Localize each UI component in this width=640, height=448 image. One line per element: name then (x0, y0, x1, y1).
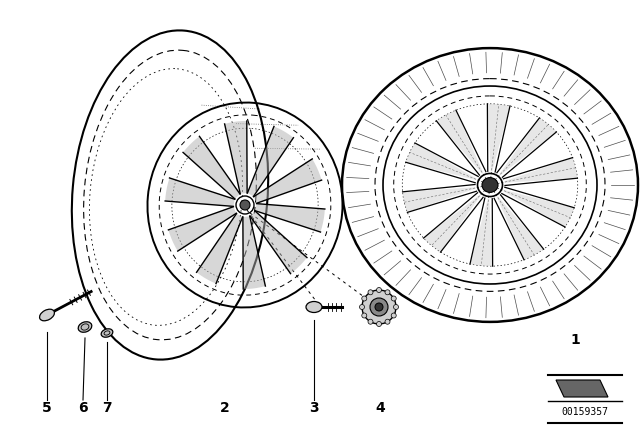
Text: 6: 6 (78, 401, 88, 415)
Polygon shape (165, 178, 235, 207)
Ellipse shape (360, 305, 365, 310)
Polygon shape (403, 187, 476, 212)
Ellipse shape (362, 290, 396, 324)
Polygon shape (248, 126, 294, 197)
Ellipse shape (78, 322, 92, 332)
Ellipse shape (482, 177, 498, 192)
Polygon shape (497, 197, 543, 260)
Ellipse shape (375, 303, 383, 311)
Polygon shape (488, 104, 510, 171)
Text: 3: 3 (309, 401, 319, 415)
Ellipse shape (40, 309, 54, 321)
Polygon shape (436, 110, 483, 173)
Ellipse shape (101, 329, 113, 337)
Polygon shape (225, 121, 247, 194)
Polygon shape (406, 143, 477, 180)
Text: 4: 4 (375, 401, 385, 415)
Ellipse shape (306, 302, 322, 313)
Polygon shape (504, 190, 574, 227)
Text: 2: 2 (220, 401, 230, 415)
Ellipse shape (240, 200, 250, 210)
Polygon shape (556, 380, 608, 397)
Text: 5: 5 (42, 401, 52, 415)
Polygon shape (499, 118, 556, 175)
Polygon shape (196, 214, 243, 284)
Polygon shape (243, 216, 266, 289)
Polygon shape (470, 199, 493, 266)
Polygon shape (504, 158, 577, 183)
Ellipse shape (394, 305, 399, 310)
Ellipse shape (362, 296, 367, 301)
Ellipse shape (385, 290, 390, 295)
Ellipse shape (385, 319, 390, 324)
Text: 1: 1 (570, 333, 580, 347)
Polygon shape (424, 195, 481, 252)
Ellipse shape (391, 296, 396, 301)
Ellipse shape (368, 290, 373, 295)
Text: 7: 7 (102, 401, 112, 415)
Ellipse shape (391, 313, 396, 318)
Polygon shape (255, 204, 325, 232)
Polygon shape (168, 207, 236, 251)
Text: 00159357: 00159357 (561, 407, 609, 418)
Polygon shape (183, 136, 240, 199)
Ellipse shape (370, 298, 388, 316)
Ellipse shape (376, 322, 381, 327)
Polygon shape (253, 159, 321, 203)
Polygon shape (250, 211, 307, 274)
Ellipse shape (368, 319, 373, 324)
Ellipse shape (362, 313, 367, 318)
Ellipse shape (376, 288, 381, 293)
